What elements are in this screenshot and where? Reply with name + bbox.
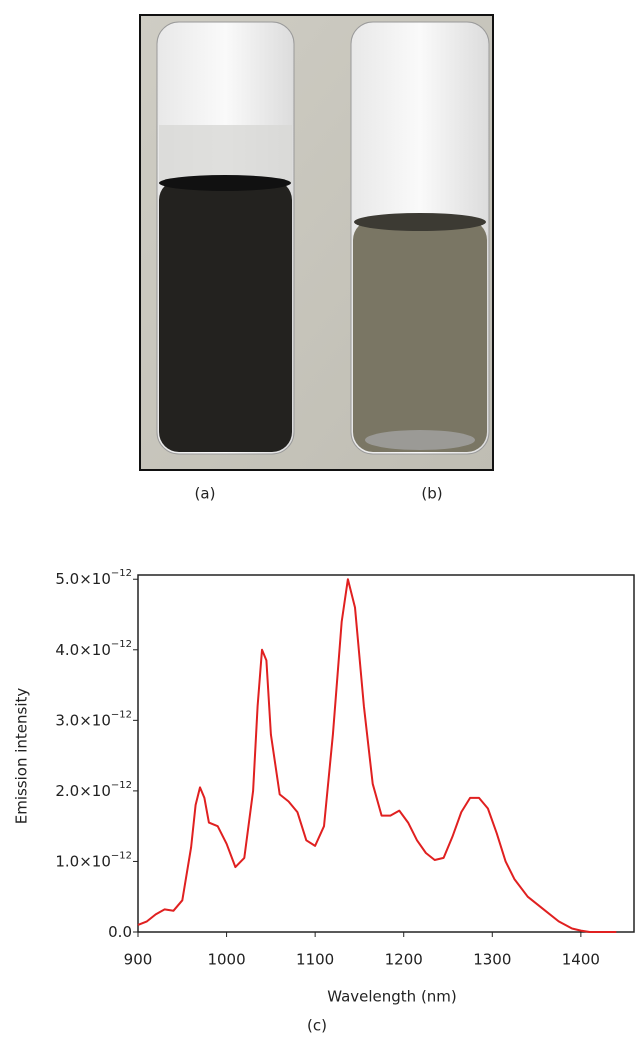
tick-mantissa: 3.0×10 xyxy=(55,711,111,729)
y-tick-label: 4.0×10−12 xyxy=(55,639,132,659)
plot-frame xyxy=(137,574,635,933)
y-tick-label: 3.0×10−12 xyxy=(55,709,132,729)
tick-mantissa: 5.0×10 xyxy=(55,570,111,588)
y-tick-label: 5.0×10−12 xyxy=(55,568,132,588)
x-tick-label: 1400 xyxy=(562,951,600,969)
y-axis-label: Emission intensity xyxy=(13,688,31,825)
tick-exponent: −12 xyxy=(111,780,132,791)
y-tick-label: 1.0×10−12 xyxy=(55,850,132,870)
spectrum-line xyxy=(137,578,617,933)
tick-exponent: −12 xyxy=(111,709,132,720)
tick-mantissa: 2.0×10 xyxy=(55,781,111,799)
x-tick-label: 1000 xyxy=(207,951,245,969)
tick-exponent: −12 xyxy=(111,850,132,861)
tick-mantissa: 0.0 xyxy=(108,923,132,941)
tick-mantissa: 4.0×10 xyxy=(55,640,111,658)
x-tick-label: 1100 xyxy=(296,951,334,969)
tick-mantissa: 1.0×10 xyxy=(55,852,111,870)
x-tick-label: 900 xyxy=(124,951,153,969)
caption: (b) xyxy=(421,485,442,503)
x-axis-label: Wavelength (nm) xyxy=(327,988,457,1006)
caption: (a) xyxy=(195,485,216,503)
tick-exponent: −12 xyxy=(111,639,132,650)
x-tick-label: 1300 xyxy=(473,951,511,969)
caption: (c) xyxy=(307,1017,327,1035)
tick-exponent: −12 xyxy=(111,568,132,579)
x-tick-label: 1200 xyxy=(385,951,423,969)
y-tick-label: 2.0×10−12 xyxy=(55,780,132,800)
photo xyxy=(139,14,494,471)
y-tick-label: 0.0 xyxy=(108,923,132,941)
